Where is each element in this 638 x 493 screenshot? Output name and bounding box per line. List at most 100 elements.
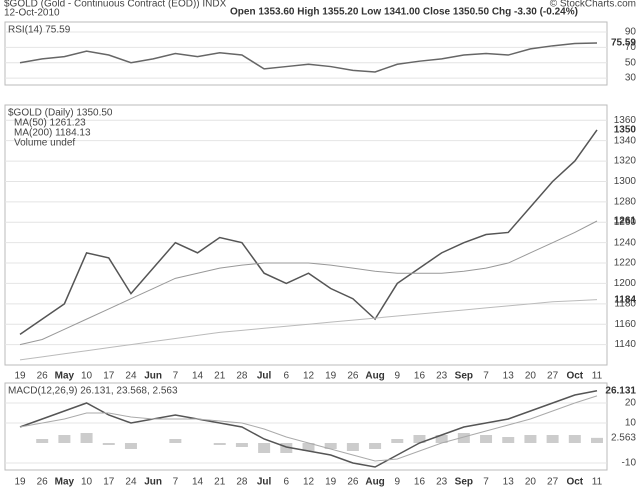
histogram-bar: [302, 443, 315, 451]
x-tick-label: Sep: [455, 371, 473, 382]
x-tick-label: 19: [325, 477, 337, 488]
x-tick-label: 21: [214, 477, 226, 488]
x-tick-label: 26: [347, 477, 359, 488]
y-tick-label: 1240: [614, 237, 637, 248]
x-tick-label: Jul: [257, 371, 272, 382]
x-tick-label: 6: [284, 477, 290, 488]
x-tick-label: 27: [547, 371, 559, 382]
histogram-bar: [435, 435, 448, 443]
series-line: [19, 42, 598, 73]
x-tick-label: 21: [214, 371, 226, 382]
histogram-bar: [80, 433, 93, 443]
x-tick-label: 20: [525, 371, 537, 382]
end-label: 1184: [614, 294, 636, 305]
histogram-bar: [346, 443, 359, 451]
x-tick-label: 24: [125, 477, 137, 488]
x-tick-label: May: [55, 371, 75, 382]
x-tick-label: 9: [394, 371, 400, 382]
x-tick-label: 16: [414, 477, 426, 488]
histogram-bar: [480, 435, 493, 443]
panel-title: RSI(14) 75.59: [8, 25, 71, 36]
x-tick-label: 27: [547, 477, 559, 488]
x-tick-label: 11: [592, 371, 603, 382]
series-line: [19, 390, 598, 468]
x-tick-label: 28: [236, 477, 248, 488]
x-tick-label: 19: [325, 371, 337, 382]
panel-frame: [4, 21, 608, 86]
x-tick-label: Sep: [455, 477, 473, 488]
x-tick-label: 26: [347, 371, 359, 382]
y-tick-label: 30: [625, 73, 637, 84]
x-tick-label: 23: [436, 371, 448, 382]
panel-title: $GOLD (Daily) 1350.50: [8, 108, 113, 119]
y-tick-label: 1220: [614, 258, 637, 269]
series-line: [19, 299, 598, 361]
legend-entry: MA(200) 1184.13: [14, 128, 91, 139]
end-label: 1261: [614, 216, 637, 227]
date: 12-Oct-2010: [4, 8, 60, 19]
panel-frame: [4, 382, 608, 471]
histogram-bar: [213, 443, 226, 445]
y-tick-label: -10: [622, 458, 637, 469]
y-tick-label: 1140: [614, 339, 636, 350]
y-tick-label: 1280: [614, 197, 637, 208]
y-tick-label: 1360: [614, 115, 637, 126]
histogram-bar: [568, 435, 581, 443]
y-tick-label: 1200: [614, 278, 637, 289]
x-tick-label: 7: [173, 371, 179, 382]
histogram-bar: [502, 437, 515, 443]
x-tick-label: 13: [503, 371, 515, 382]
x-tick-label: 12: [303, 371, 315, 382]
histogram-bar: [546, 435, 559, 443]
x-tick-label: 26: [37, 371, 49, 382]
histogram-bar: [457, 433, 470, 443]
y-tick-label: 20: [625, 398, 637, 409]
x-tick-label: 7: [483, 477, 489, 488]
x-tick-label: Oct: [566, 477, 583, 488]
y-tick-label: 1300: [614, 176, 637, 187]
legend-entry: MA(50) 1261.23: [14, 118, 86, 129]
x-tick-label: 26: [37, 477, 49, 488]
end-label: 2.563: [611, 433, 636, 444]
series-line: [19, 129, 598, 336]
histogram-bar: [369, 443, 382, 449]
histogram-bar: [124, 443, 137, 449]
x-tick-label: Jun: [144, 371, 162, 382]
y-tick-label: 90: [625, 27, 637, 38]
y-tick-label: 70: [625, 42, 637, 53]
symbol: $GOLD (Gold - Continuous Contract (EOD))…: [4, 0, 227, 10]
histogram-bar: [324, 443, 337, 449]
histogram-bar: [391, 439, 404, 443]
x-tick-label: 20: [525, 477, 537, 488]
x-tick-label: 9: [394, 477, 400, 488]
x-tick-label: Oct: [566, 371, 583, 382]
x-tick-label: 16: [414, 371, 426, 382]
x-tick-label: May: [55, 477, 75, 488]
x-tick-label: 7: [173, 477, 179, 488]
y-tick-label: 50: [625, 57, 637, 68]
end-label: 26.131: [605, 385, 636, 396]
x-tick-label: 28: [236, 371, 248, 382]
end-label: 1350: [614, 125, 637, 136]
y-tick-label: 1340: [614, 135, 637, 146]
panel-title: MACD(12,26,9) 26.131, 23.568, 2.563: [8, 386, 178, 397]
series-line: [19, 395, 598, 462]
histogram-bar: [524, 435, 537, 443]
histogram-bar: [280, 443, 293, 453]
x-tick-label: 23: [436, 477, 448, 488]
histogram-bar: [58, 435, 71, 443]
x-tick-label: Aug: [365, 371, 384, 382]
x-tick-label: 14: [192, 371, 204, 382]
x-tick-label: 6: [284, 371, 290, 382]
copyright: © StockCharts.com: [550, 0, 636, 10]
x-tick-label: 10: [81, 371, 93, 382]
y-tick-label: 1260: [614, 217, 637, 228]
legend-entry: Volume undef: [14, 138, 75, 149]
y-tick-label: 1180: [614, 298, 636, 309]
histogram-bar: [36, 439, 49, 443]
x-tick-label: 12: [303, 477, 315, 488]
x-tick-label: 19: [14, 477, 26, 488]
x-tick-label: 7: [483, 371, 489, 382]
x-tick-label: 17: [103, 371, 115, 382]
